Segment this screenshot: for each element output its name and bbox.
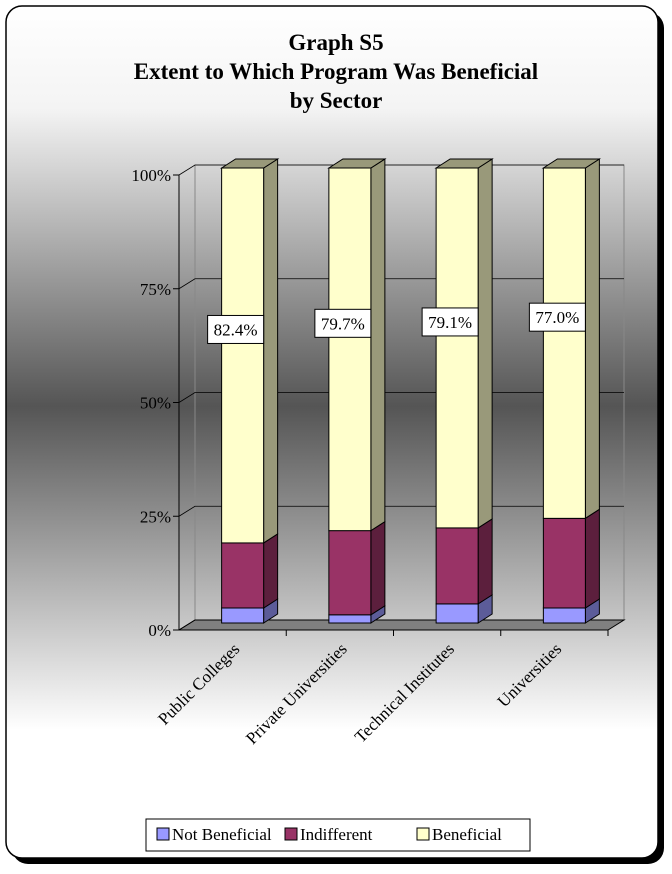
bar-segment [542, 517, 586, 609]
legend-swatch [284, 827, 298, 841]
bar-side [477, 158, 493, 529]
bar-segment [328, 167, 372, 532]
y-tick-label: 100% [131, 166, 171, 185]
title-group: Graph S5 Extent to Which Program Was Bene… [134, 30, 538, 113]
data-label-box [528, 302, 586, 332]
bar-side [584, 158, 600, 520]
legend-box [145, 818, 531, 852]
y-tick-label: 50% [140, 394, 171, 413]
bar-segment [328, 614, 372, 624]
data-label: 82.4% [214, 320, 258, 339]
bar-segment [221, 607, 265, 624]
legend-label: Indifferent [300, 825, 373, 844]
bar-side [477, 517, 493, 605]
bar-top [327, 158, 387, 169]
bar-side [263, 158, 279, 544]
y-tick-label: 25% [140, 507, 171, 526]
chart-title: Extent to Which Program Was Beneficial [134, 59, 538, 84]
data-label: 77.0% [535, 308, 579, 327]
bar-side [263, 533, 279, 609]
bar-top [434, 158, 494, 169]
bar-side [370, 158, 386, 532]
data-label-box [421, 307, 479, 337]
data-label: 79.7% [321, 314, 365, 333]
chart-title: Graph S5 [288, 30, 383, 55]
legend-label: Not Beneficial [172, 825, 272, 844]
data-label: 79.1% [428, 313, 472, 332]
data-label-box [314, 308, 372, 338]
bar-segment [221, 542, 265, 609]
bar-segment [435, 167, 479, 529]
y-tick-label: 75% [140, 280, 171, 299]
legend-swatch [416, 827, 430, 841]
bar-top [541, 158, 602, 169]
bar-segment [435, 527, 479, 605]
bar-segment [328, 530, 372, 616]
bar-segment [542, 607, 586, 624]
bar-side [584, 508, 600, 609]
bar-segment [542, 167, 586, 519]
bar-segment [435, 603, 479, 624]
bar-top [219, 158, 280, 169]
data-label-box [207, 314, 265, 344]
legend-label: Beneficial [432, 825, 502, 844]
y-tick-label: 0% [148, 621, 171, 640]
bar-segment [221, 167, 265, 544]
legend: Not Beneficial Indifferent Beneficial [156, 825, 502, 844]
chart-title: by Sector [290, 88, 383, 113]
bar-side [370, 520, 386, 616]
legend-swatch [156, 827, 170, 841]
